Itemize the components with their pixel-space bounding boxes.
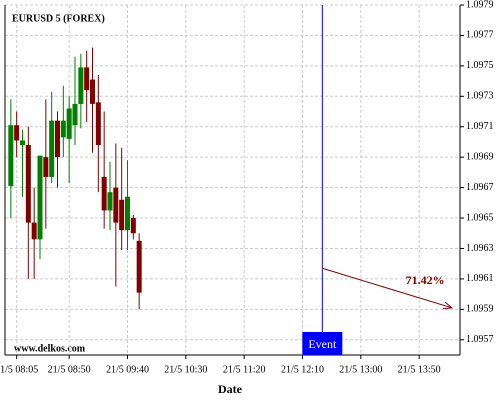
event-label: Event — [308, 337, 337, 351]
forecast-label: 71.42% — [406, 273, 445, 287]
forecast-arrow — [322, 267, 452, 309]
candle-body — [55, 120, 60, 158]
x-tick-label: 21/5 11:20 — [223, 364, 266, 375]
y-tick-label: 1.0967 — [466, 182, 494, 193]
x-tick-label: 21/5 08:50 — [48, 364, 91, 375]
x-tick-label: 21/5 09:40 — [106, 364, 149, 375]
y-tick-label: 1.0979 — [466, 0, 494, 10]
candle-body — [72, 103, 78, 126]
y-tick-label: 1.0963 — [466, 243, 494, 254]
x-tick-label: 21/5 13:50 — [398, 364, 441, 375]
candle-body — [84, 67, 90, 91]
arrow-head — [442, 301, 454, 310]
x-tick-label: 21/5 10:30 — [164, 364, 207, 375]
candle-body — [49, 120, 55, 177]
x-tick-label: 21/5 13:00 — [339, 364, 382, 375]
candle-body — [90, 79, 95, 104]
candle-body — [25, 145, 31, 223]
y-tick-label: 1.0975 — [466, 60, 494, 71]
x-axis-label: Date — [218, 382, 243, 396]
event-box — [302, 332, 343, 355]
candle-body — [119, 199, 125, 231]
x-tick-label: 21/5 12:10 — [281, 364, 324, 375]
y-tick-label: 1.0971 — [466, 121, 494, 132]
candle-body — [130, 218, 136, 234]
y-tick-label: 1.0977 — [466, 30, 494, 41]
candle-body — [101, 176, 107, 211]
x-tick-label: 21/5 08:05 — [0, 364, 38, 375]
candle-body — [95, 102, 101, 145]
candle-body — [37, 155, 43, 240]
y-tick-label: 1.0961 — [466, 273, 494, 284]
candle-body — [136, 240, 142, 293]
candle-body — [60, 120, 66, 138]
footer: www.delkos.com — [14, 343, 86, 354]
y-tick-label: 1.0957 — [466, 334, 494, 345]
chart-title: EURUSD 5 (FOREX) — [12, 13, 105, 24]
candle-body — [107, 192, 113, 211]
y-tick-label: 1.0965 — [466, 212, 494, 223]
candle-body — [31, 222, 37, 240]
candle-body — [78, 67, 84, 104]
candle-body — [66, 108, 72, 139]
y-tick-label: 1.0969 — [466, 151, 494, 162]
candle-body — [113, 187, 119, 223]
candle-body — [8, 125, 14, 187]
y-tick-label: 1.0973 — [466, 91, 494, 102]
y-tick-label: 1.0959 — [466, 304, 494, 315]
candle-body — [14, 125, 20, 141]
candle-body — [125, 196, 130, 231]
candle-body — [20, 140, 25, 145]
candle-body — [43, 157, 49, 177]
